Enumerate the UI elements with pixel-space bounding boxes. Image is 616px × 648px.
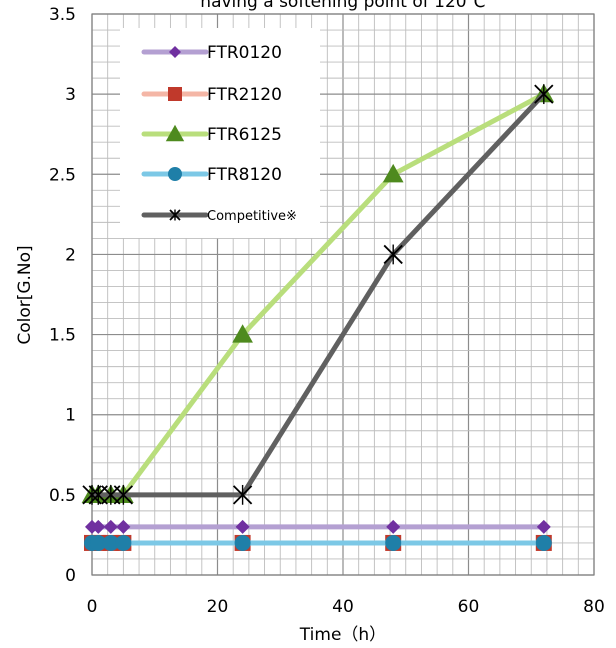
legend-label: FTR8120 [207, 165, 282, 185]
x-tick-label: 40 [332, 597, 354, 617]
legend-label: FTR0120 [207, 43, 282, 63]
x-tick-label: 0 [87, 597, 98, 617]
series-3 [84, 534, 552, 551]
data-point [113, 484, 134, 505]
legend: FTR0120 FTR2120 FTR6125 FTR8120 Competitive※ [120, 28, 320, 238]
data-point [103, 519, 118, 534]
y-tick-label: 0 [65, 566, 76, 586]
data-point [90, 534, 107, 551]
legend-item: FTR6125 [141, 124, 282, 145]
series-layer [81, 83, 555, 551]
legend-item: FTR2120 [141, 85, 282, 105]
y-tick-label: 2.5 [49, 165, 76, 185]
data-point [169, 46, 181, 58]
data-point [91, 519, 106, 534]
data-point [169, 209, 181, 221]
x-tick-label: 60 [458, 597, 480, 617]
data-point [168, 87, 182, 101]
data-point [115, 534, 132, 551]
data-point [386, 519, 401, 534]
data-point [232, 484, 253, 505]
data-point [382, 163, 404, 183]
series-0 [85, 519, 551, 534]
data-point [116, 519, 131, 534]
data-point [534, 84, 554, 105]
y-tick-label: 1.5 [49, 326, 76, 346]
data-point [232, 324, 253, 343]
plot-frame [91, 13, 595, 576]
data-point [102, 534, 119, 551]
legend-label: FTR6125 [207, 125, 282, 145]
x-axis-title: Time（h） [299, 625, 386, 645]
x-axis-ticks: 0 20 40 60 80 [87, 597, 605, 617]
legend-label: FTR2120 [207, 85, 282, 105]
y-tick-label: 3 [65, 85, 76, 105]
data-point [234, 534, 251, 551]
legend-item: FTR8120 [141, 165, 282, 185]
legend-label: Competitive※ [207, 209, 297, 224]
data-point [385, 534, 402, 551]
y-tick-label: 3.5 [49, 5, 76, 25]
series-4 [82, 84, 554, 505]
data-point [536, 519, 551, 534]
x-tick-label: 20 [207, 597, 229, 617]
data-point [165, 124, 185, 142]
data-point [235, 519, 250, 534]
legend-item: Competitive※ [141, 209, 297, 224]
y-tick-label: 0.5 [49, 486, 76, 506]
y-tick-label: 1 [65, 406, 76, 426]
x-tick-label: 80 [583, 597, 605, 617]
y-axis-title: Color[G.No] [15, 245, 35, 344]
data-point [535, 534, 552, 551]
data-point [168, 167, 182, 181]
data-point [383, 244, 403, 265]
legend-item: FTR0120 [141, 43, 282, 63]
y-tick-label: 2 [65, 245, 76, 265]
chart-title: having a softening point of 120℃ [200, 0, 485, 12]
y-axis-ticks: 0 0.5 1 1.5 2 2.5 3 3.5 [49, 5, 76, 586]
